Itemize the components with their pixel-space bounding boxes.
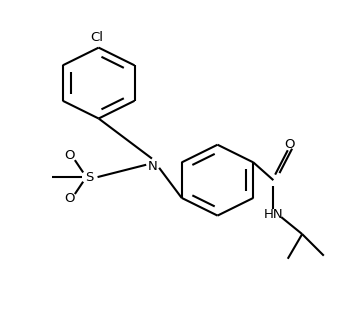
Text: O: O	[65, 192, 75, 205]
Text: Cl: Cl	[90, 30, 103, 44]
Text: S: S	[85, 170, 94, 183]
Text: O: O	[65, 149, 75, 162]
Text: N: N	[148, 160, 158, 173]
Text: O: O	[284, 138, 295, 151]
Text: HN: HN	[264, 207, 283, 220]
